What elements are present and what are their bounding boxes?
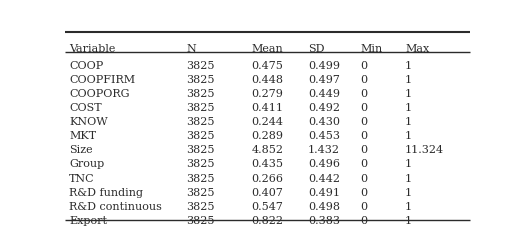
Text: 11.324: 11.324 bbox=[405, 145, 444, 155]
Text: 3825: 3825 bbox=[187, 60, 215, 70]
Text: 0: 0 bbox=[361, 74, 367, 85]
Text: 1: 1 bbox=[405, 102, 412, 113]
Text: Size: Size bbox=[69, 145, 93, 155]
Text: 0.492: 0.492 bbox=[308, 102, 340, 113]
Text: COOP: COOP bbox=[69, 60, 103, 70]
Text: 3825: 3825 bbox=[187, 145, 215, 155]
Text: 1: 1 bbox=[405, 88, 412, 99]
Text: 3825: 3825 bbox=[187, 74, 215, 85]
Text: 0.822: 0.822 bbox=[252, 215, 283, 225]
Text: 0: 0 bbox=[361, 60, 367, 70]
Text: 1: 1 bbox=[405, 60, 412, 70]
Text: R&D funding: R&D funding bbox=[69, 187, 144, 197]
Text: 3825: 3825 bbox=[187, 102, 215, 113]
Text: 1: 1 bbox=[405, 116, 412, 126]
Text: 3825: 3825 bbox=[187, 215, 215, 225]
Text: 0: 0 bbox=[361, 88, 367, 99]
Text: 0.383: 0.383 bbox=[308, 215, 340, 225]
Text: 1: 1 bbox=[405, 159, 412, 169]
Text: 1: 1 bbox=[405, 187, 412, 197]
Text: 0.497: 0.497 bbox=[308, 74, 340, 85]
Text: 0.435: 0.435 bbox=[252, 159, 283, 169]
Text: 3825: 3825 bbox=[187, 88, 215, 99]
Text: N: N bbox=[187, 44, 196, 54]
Text: 0.289: 0.289 bbox=[252, 131, 283, 141]
Text: 0: 0 bbox=[361, 201, 367, 211]
Text: 3825: 3825 bbox=[187, 201, 215, 211]
Text: 0.475: 0.475 bbox=[252, 60, 283, 70]
Text: 1: 1 bbox=[405, 215, 412, 225]
Text: R&D continuous: R&D continuous bbox=[69, 201, 162, 211]
Text: Mean: Mean bbox=[252, 44, 283, 54]
Text: 0.547: 0.547 bbox=[252, 201, 283, 211]
Text: 0.407: 0.407 bbox=[252, 187, 283, 197]
Text: Min: Min bbox=[361, 44, 383, 54]
Text: 1: 1 bbox=[405, 131, 412, 141]
Text: 0.491: 0.491 bbox=[308, 187, 340, 197]
Text: 0: 0 bbox=[361, 145, 367, 155]
Text: 1: 1 bbox=[405, 74, 412, 85]
Text: MKT: MKT bbox=[69, 131, 97, 141]
Text: 1: 1 bbox=[405, 201, 412, 211]
Text: Group: Group bbox=[69, 159, 104, 169]
Text: 0.499: 0.499 bbox=[308, 60, 340, 70]
Text: SD: SD bbox=[308, 44, 325, 54]
Text: 3825: 3825 bbox=[187, 173, 215, 183]
Text: COOPFIRM: COOPFIRM bbox=[69, 74, 135, 85]
Text: 4.852: 4.852 bbox=[252, 145, 283, 155]
Text: 0.448: 0.448 bbox=[252, 74, 283, 85]
Text: 0.266: 0.266 bbox=[252, 173, 283, 183]
Text: COOPORG: COOPORG bbox=[69, 88, 130, 99]
Text: 0: 0 bbox=[361, 187, 367, 197]
Text: 0: 0 bbox=[361, 215, 367, 225]
Text: 0: 0 bbox=[361, 159, 367, 169]
Text: 3825: 3825 bbox=[187, 159, 215, 169]
Text: 0.453: 0.453 bbox=[308, 131, 340, 141]
Text: 0.496: 0.496 bbox=[308, 159, 340, 169]
Text: 3825: 3825 bbox=[187, 131, 215, 141]
Text: 0.498: 0.498 bbox=[308, 201, 340, 211]
Text: 0.279: 0.279 bbox=[252, 88, 283, 99]
Text: KNOW: KNOW bbox=[69, 116, 108, 126]
Text: 1: 1 bbox=[405, 173, 412, 183]
Text: 0.411: 0.411 bbox=[252, 102, 283, 113]
Text: 0: 0 bbox=[361, 116, 367, 126]
Text: 0: 0 bbox=[361, 131, 367, 141]
Text: Export: Export bbox=[69, 215, 108, 225]
Text: 0.449: 0.449 bbox=[308, 88, 340, 99]
Text: TNC: TNC bbox=[69, 173, 95, 183]
Text: Variable: Variable bbox=[69, 44, 116, 54]
Text: 0.430: 0.430 bbox=[308, 116, 340, 126]
Text: 0: 0 bbox=[361, 173, 367, 183]
Text: 1.432: 1.432 bbox=[308, 145, 340, 155]
Text: 0: 0 bbox=[361, 102, 367, 113]
Text: Max: Max bbox=[405, 44, 429, 54]
Text: 3825: 3825 bbox=[187, 187, 215, 197]
Text: COST: COST bbox=[69, 102, 102, 113]
Text: 0.244: 0.244 bbox=[252, 116, 283, 126]
Text: 0.442: 0.442 bbox=[308, 173, 340, 183]
Text: 3825: 3825 bbox=[187, 116, 215, 126]
